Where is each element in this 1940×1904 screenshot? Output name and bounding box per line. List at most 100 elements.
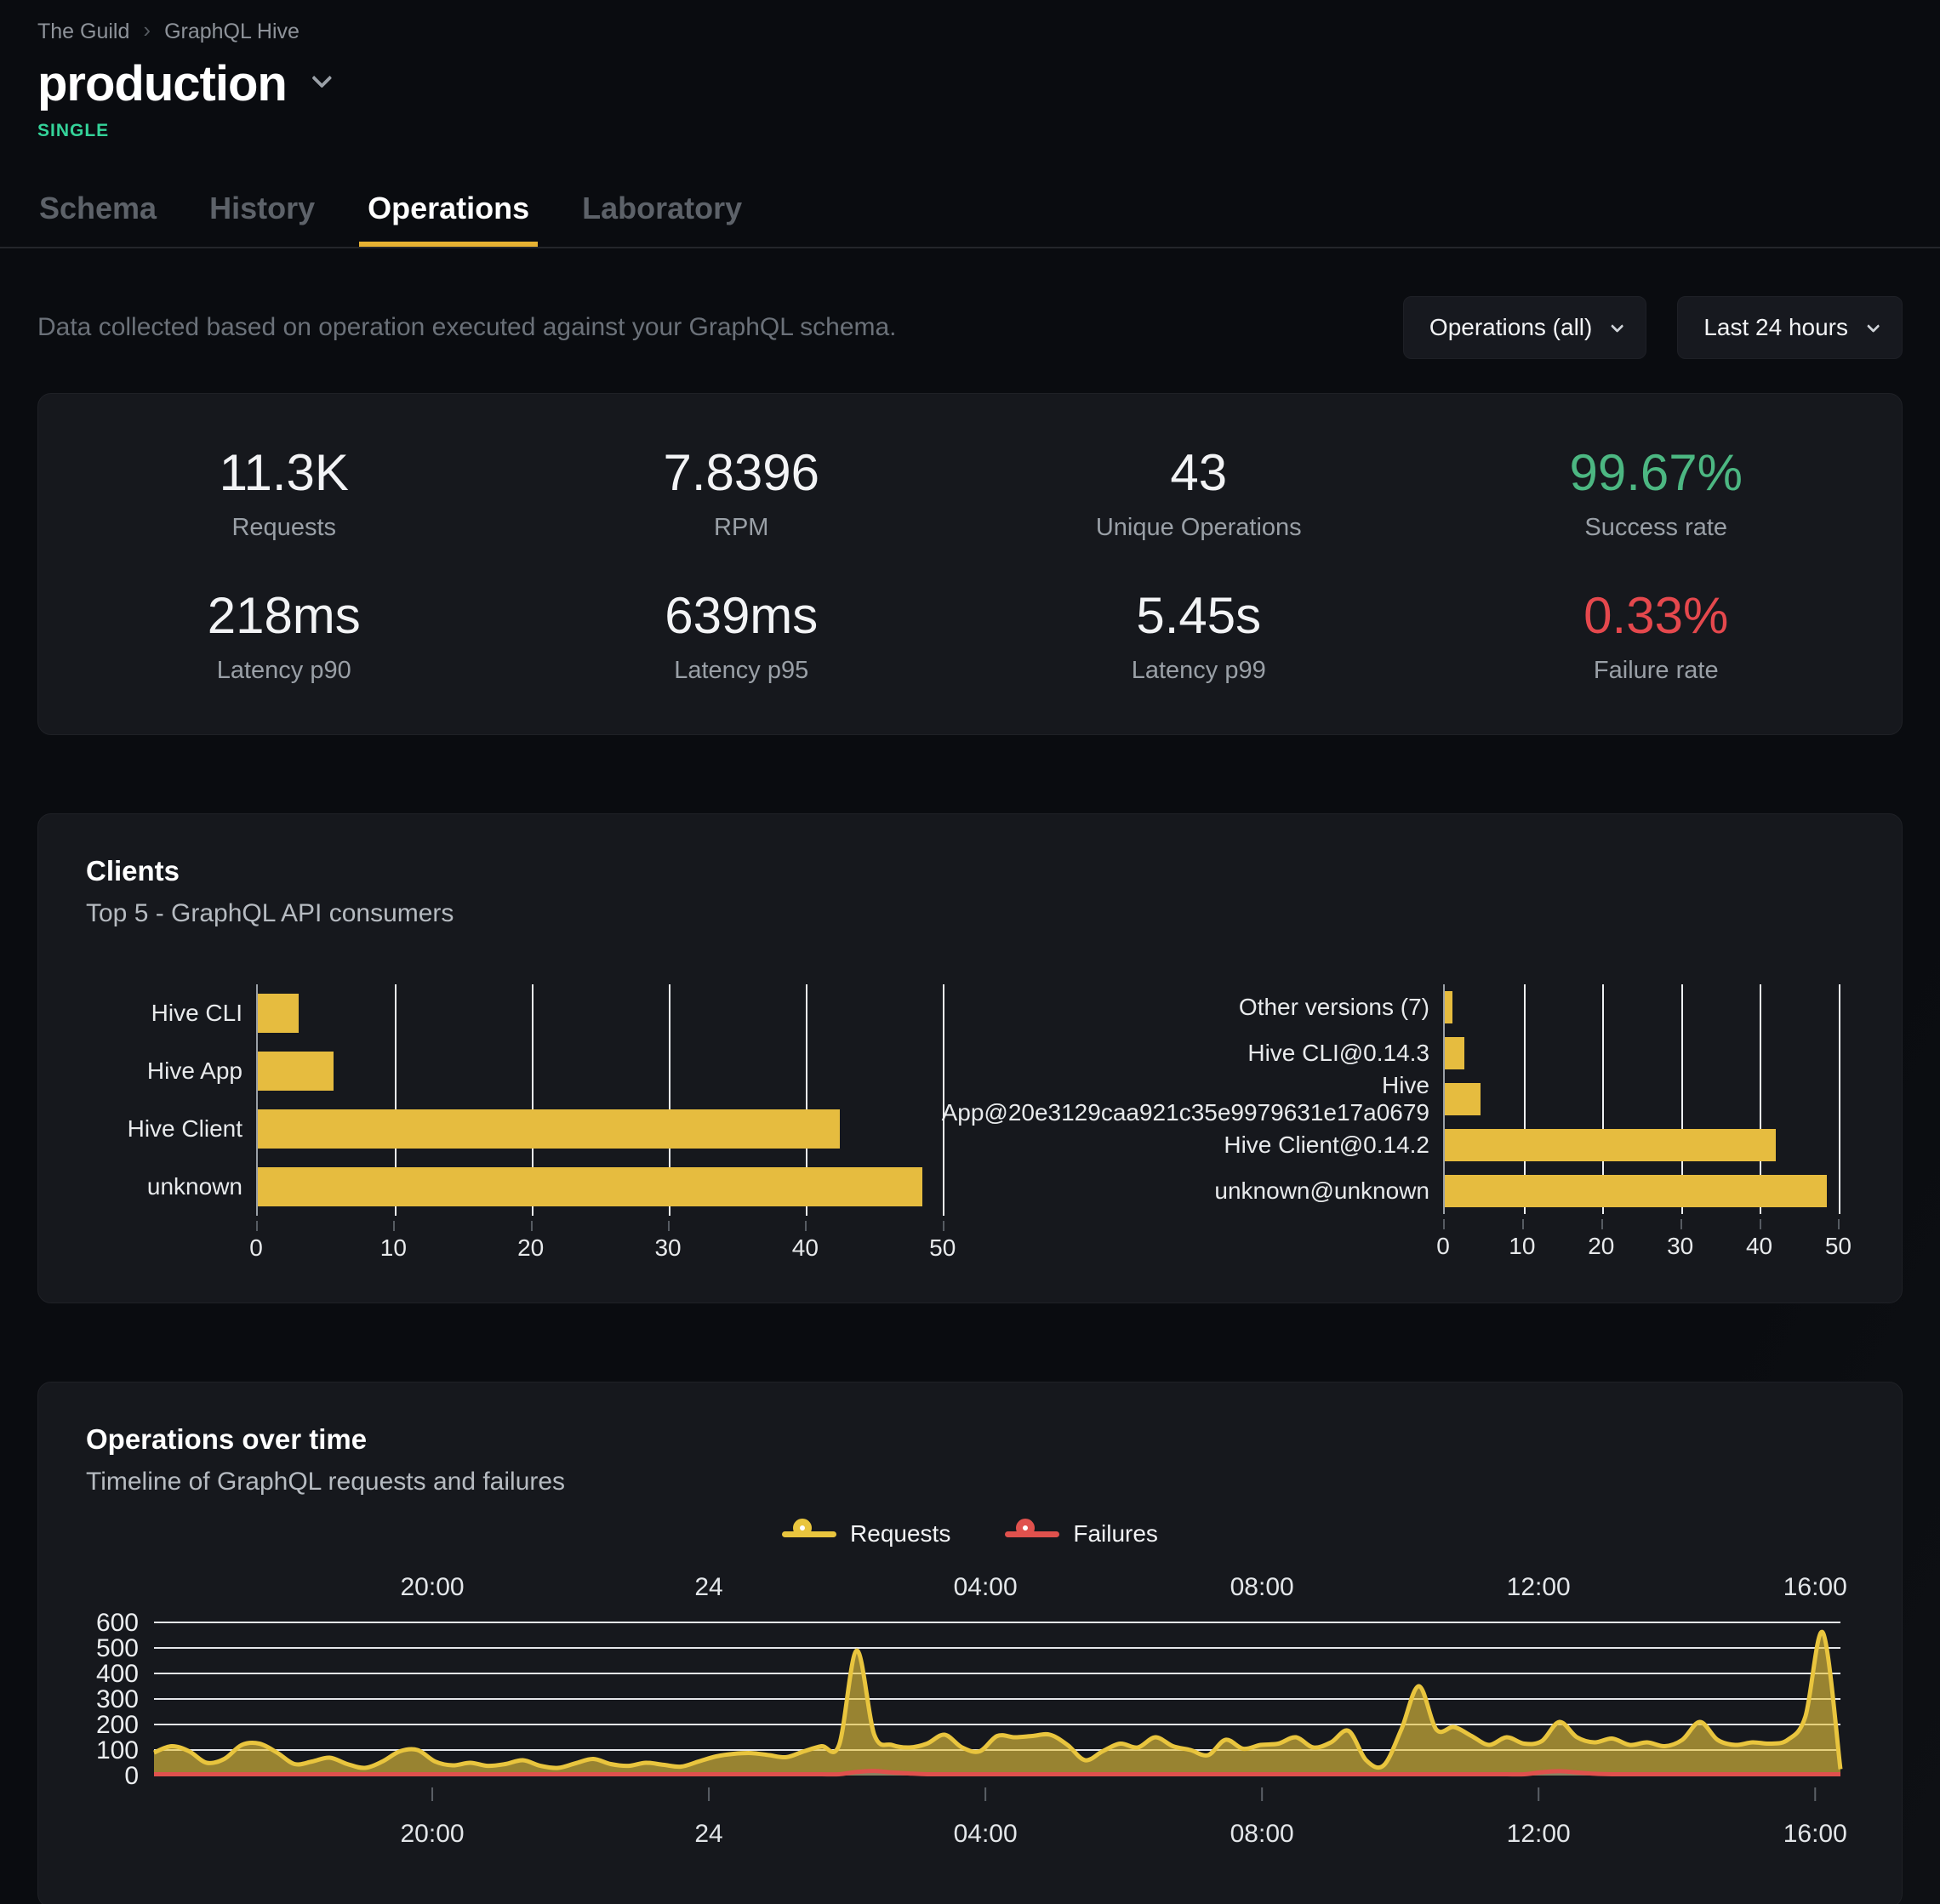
bar-category-label: Hive App@20e3129caa921c35e9979631e17a067… <box>941 1072 1429 1126</box>
svg-text:0: 0 <box>124 1762 139 1790</box>
svg-text:16:00: 16:00 <box>1783 1573 1847 1601</box>
target-dropdown-chevron-icon[interactable] <box>311 67 333 88</box>
stat-latency-p90: 218ms Latency p90 <box>55 586 513 685</box>
legend-marker-icon <box>1005 1519 1060 1549</box>
svg-text:04:00: 04:00 <box>954 1820 1018 1848</box>
operations-filter-select[interactable]: Operations (all) <box>1402 296 1647 359</box>
bar-category-label: Hive App <box>146 1057 242 1084</box>
stat-value: 5.45s <box>1136 587 1262 644</box>
tab-schema[interactable]: Schema <box>39 191 157 225</box>
page-title: production <box>37 56 288 111</box>
bar <box>1445 1175 1827 1207</box>
tab-bar: Schema History Operations Laboratory <box>37 191 1903 248</box>
timeline-legend: Requests Failures <box>86 1519 1854 1549</box>
bar-category-label: unknown@unknown <box>1214 1177 1429 1204</box>
axis-tick <box>530 1221 533 1231</box>
bar-category-label: Other versions (7) <box>1238 994 1429 1020</box>
axis-tick <box>805 1221 807 1231</box>
legend-item-failures: Failures <box>1005 1519 1158 1549</box>
svg-text:20:00: 20:00 <box>400 1820 464 1848</box>
svg-text:04:00: 04:00 <box>954 1573 1018 1601</box>
stat-label: Success rate <box>1584 514 1728 541</box>
bar <box>258 1109 841 1149</box>
svg-text:24: 24 <box>694 1820 722 1848</box>
axis-tick <box>1443 1219 1445 1229</box>
gridline <box>531 984 534 1216</box>
svg-text:12:00: 12:00 <box>1507 1820 1571 1848</box>
bar-category-label: unknown <box>146 1173 242 1200</box>
gridline <box>1838 984 1840 1214</box>
operations-card-subtitle: Timeline of GraphQL requests and failure… <box>86 1468 566 1496</box>
axis-tick <box>1680 1219 1682 1229</box>
time-range-select[interactable]: Last 24 hours <box>1677 296 1903 359</box>
clients-by-version-bar-chart: Other versions (7) Hive CLI@0.14.3 Hive Ap… <box>941 984 1854 1265</box>
bar <box>258 994 300 1033</box>
clients-card: Clients Top 5 - GraphQL API consumers Hi… <box>37 813 1903 1303</box>
svg-text:12:00: 12:00 <box>1507 1573 1571 1601</box>
svg-text:08:00: 08:00 <box>1230 1820 1294 1848</box>
axis-tick <box>1759 1219 1761 1229</box>
svg-text:20:00: 20:00 <box>400 1573 464 1601</box>
chevron-down-icon <box>1611 319 1624 333</box>
stat-requests: 11.3K Requests <box>55 443 513 542</box>
clients-card-subtitle: Top 5 - GraphQL API consumers <box>86 899 454 927</box>
axis-tick-label: 20 <box>1588 1233 1615 1259</box>
axis-tick <box>393 1221 396 1231</box>
clients-card-title: Clients <box>86 855 180 886</box>
axis-tick <box>668 1221 670 1231</box>
stat-success-rate: 99.67% Success rate <box>1428 443 1886 542</box>
axis-tick-label: 20 <box>517 1234 545 1261</box>
axis-tick <box>1600 1219 1603 1229</box>
tab-history[interactable]: History <box>209 191 316 225</box>
axis-tick-label: 50 <box>1824 1233 1852 1259</box>
stat-label: Requests <box>231 514 336 541</box>
axis-tick-label: 10 <box>1509 1233 1536 1259</box>
axis-tick <box>1838 1219 1840 1229</box>
axis-tick-label: 40 <box>791 1234 819 1261</box>
bar <box>1445 1083 1481 1115</box>
axis-tick <box>942 1221 944 1231</box>
stat-value: 0.33% <box>1583 587 1729 644</box>
axis-tick-label: 0 <box>249 1234 263 1261</box>
axis-tick-label: 50 <box>929 1234 956 1261</box>
bar <box>258 1052 334 1091</box>
axis-tick-label: 30 <box>654 1234 682 1261</box>
legend-marker-icon <box>782 1519 837 1549</box>
svg-text:500: 500 <box>96 1634 139 1662</box>
axis-tick-label: 0 <box>1436 1233 1450 1259</box>
legend-label: Failures <box>1073 1520 1158 1547</box>
stat-latency-p99: 5.45s Latency p99 <box>970 586 1428 685</box>
bar-category-label: Hive Client <box>127 1115 242 1142</box>
stat-failure-rate: 0.33% Failure rate <box>1428 586 1886 685</box>
axis-tick-label: 30 <box>1667 1233 1694 1259</box>
breadcrumb-separator-icon: › <box>143 17 151 43</box>
svg-text:24: 24 <box>694 1573 722 1601</box>
stats-panel: 11.3K Requests 7.8396 RPM 43 Unique Operation… <box>37 393 1903 735</box>
stat-value: 639ms <box>665 587 819 644</box>
gridline <box>1680 984 1683 1214</box>
bar-plot-area <box>256 984 970 1216</box>
tab-laboratory[interactable]: Laboratory <box>582 191 743 225</box>
svg-text:100: 100 <box>96 1736 139 1764</box>
svg-text:300: 300 <box>96 1685 139 1713</box>
bar-category-label: Hive CLI <box>151 1000 242 1026</box>
stat-label: Latency p95 <box>674 657 809 684</box>
axis-tick-label: 40 <box>1745 1233 1773 1259</box>
stat-label: Failure rate <box>1593 657 1719 684</box>
operations-card-title: Operations over time <box>86 1423 368 1455</box>
bar <box>1445 1129 1776 1161</box>
stat-value: 7.8396 <box>663 444 819 501</box>
svg-text:400: 400 <box>96 1660 139 1688</box>
breadcrumb-item[interactable]: GraphQL Hive <box>164 20 300 43</box>
target-type-badge: SINGLE <box>37 121 110 140</box>
legend-label: Requests <box>850 1520 951 1547</box>
gridline <box>942 984 944 1216</box>
tab-bar-divider <box>0 247 1940 248</box>
stat-value: 11.3K <box>219 444 349 501</box>
breadcrumb-item[interactable]: The Guild <box>37 20 130 43</box>
svg-text:200: 200 <box>96 1711 139 1739</box>
bar-category-label: Hive Client@0.14.2 <box>1224 1132 1429 1158</box>
stat-label: Latency p90 <box>216 657 351 684</box>
tab-operations[interactable]: Operations <box>359 191 539 248</box>
axis-tick <box>1521 1219 1524 1229</box>
